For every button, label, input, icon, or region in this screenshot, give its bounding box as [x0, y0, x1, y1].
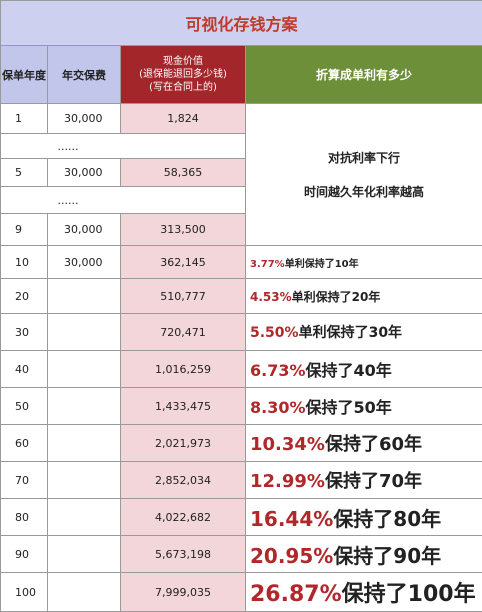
header-rate: 折算成单利有多少	[246, 46, 482, 104]
rate-cell: 10.34%保持了60年	[246, 425, 482, 462]
premium: 30,000	[48, 214, 121, 246]
rate-cell: 16.44%保持了80年	[246, 499, 482, 536]
year: 9	[1, 214, 48, 246]
cash-value: 4,022,682	[121, 499, 246, 536]
year: 5	[1, 159, 48, 187]
cash-value: 2,021,973	[121, 425, 246, 462]
rate-cell: 12.99%保持了70年	[246, 462, 482, 499]
rate-note: 保持了50年	[306, 398, 392, 417]
premium	[48, 351, 121, 388]
rate-note: 保持了40年	[306, 361, 392, 380]
cash-value: 2,852,034	[121, 462, 246, 499]
rate-note: 保持了60年	[325, 434, 422, 455]
rate-cell: 3.77%单利保持了10年	[246, 246, 482, 279]
rate-cell: 6.73%保持了40年	[246, 351, 482, 388]
premium: 30,000	[48, 104, 121, 134]
rate: 10.34%	[250, 434, 325, 455]
rate: 4.53%	[250, 290, 292, 304]
premium	[48, 425, 121, 462]
rate: 8.30%	[250, 398, 306, 417]
rate-note: 保持了80年	[333, 507, 441, 531]
rate: 6.73%	[250, 361, 306, 380]
rate: 12.99%	[250, 471, 325, 492]
premium	[48, 499, 121, 536]
premium	[48, 388, 121, 425]
premium	[48, 462, 121, 499]
year: 50	[1, 388, 48, 425]
cash-value: 720,471	[121, 314, 246, 351]
merged-note-line: 对抗利率下行	[246, 141, 482, 175]
year: 60	[1, 425, 48, 462]
rate-note: 保持了90年	[333, 544, 441, 568]
header-cash-line: (写在合同上的)	[121, 81, 245, 94]
cash-value: 510,777	[121, 279, 246, 314]
cash-value: 7,999,035	[121, 573, 246, 612]
year: 30	[1, 314, 48, 351]
cash-value: 362,145	[121, 246, 246, 279]
cash-value: 5,673,198	[121, 536, 246, 573]
rate-cell: 5.50%单利保持了30年	[246, 314, 482, 351]
merged-note: 对抗利率下行时间越久年化利率越高	[246, 104, 482, 246]
year: 70	[1, 462, 48, 499]
premium: 30,000	[48, 246, 121, 279]
cash-value: 1,016,259	[121, 351, 246, 388]
premium	[48, 536, 121, 573]
rate: 20.95%	[250, 544, 333, 568]
cash-value: 1,433,475	[121, 388, 246, 425]
header-cash: 现金价值(退保能退回多少钱)(写在合同上的)	[121, 46, 246, 104]
rate-note: 保持了70年	[325, 471, 422, 492]
year: 40	[1, 351, 48, 388]
year: 80	[1, 499, 48, 536]
cash-value: 58,365	[121, 159, 246, 187]
cash-value: 1,824	[121, 104, 246, 134]
dots: ......	[1, 134, 246, 159]
year: 100	[1, 573, 48, 612]
cash-value: 313,500	[121, 214, 246, 246]
year: 20	[1, 279, 48, 314]
rate-note: 单利保持了10年	[285, 259, 359, 270]
premium	[48, 279, 121, 314]
dots: ......	[1, 187, 246, 214]
header-cash-line: (退保能退回多少钱)	[121, 68, 245, 81]
rate: 3.77%	[250, 259, 285, 270]
year: 90	[1, 536, 48, 573]
rate-note: 单利保持了30年	[299, 325, 402, 341]
rate-cell: 20.95%保持了90年	[246, 536, 482, 573]
year: 10	[1, 246, 48, 279]
rate: 5.50%	[250, 325, 299, 341]
premium	[48, 573, 121, 612]
header-cash-line: 现金价值	[121, 55, 245, 68]
rate-cell: 4.53%单利保持了20年	[246, 279, 482, 314]
merged-note-line: 时间越久年化利率越高	[246, 175, 482, 209]
rate-note: 保持了100年	[342, 582, 476, 607]
year: 1	[1, 104, 48, 134]
header-year: 保单年度	[1, 46, 48, 104]
rate-cell: 8.30%保持了50年	[246, 388, 482, 425]
rate-note: 单利保持了20年	[292, 290, 381, 304]
premium	[48, 314, 121, 351]
title: 可视化存钱方案	[1, 1, 482, 46]
rate: 16.44%	[250, 507, 333, 531]
rate: 26.87%	[250, 582, 342, 607]
premium: 30,000	[48, 159, 121, 187]
header-premium: 年交保费	[48, 46, 121, 104]
rate-cell: 26.87%保持了100年	[246, 573, 482, 612]
